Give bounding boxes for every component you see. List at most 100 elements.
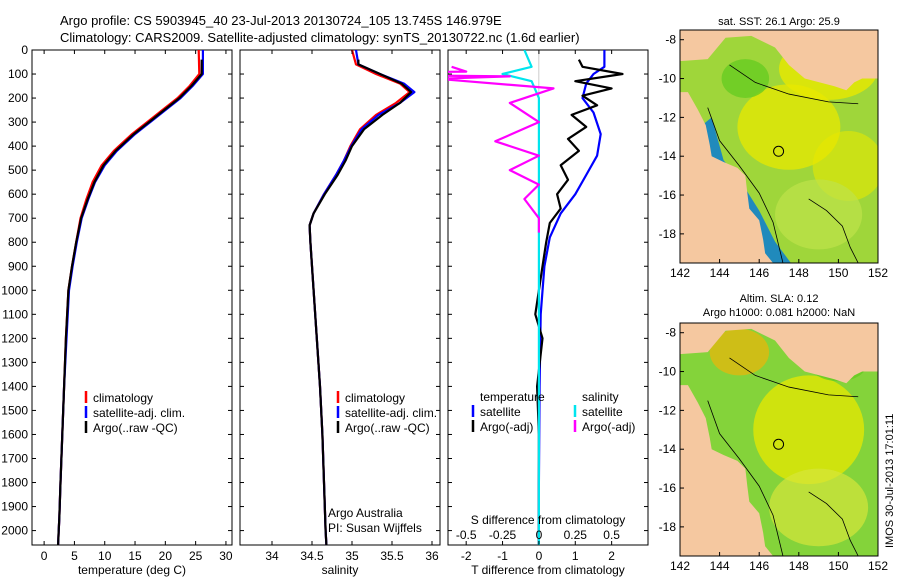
diff-series-s_argo — [448, 65, 555, 233]
sal-legend-label-clim: climatology — [345, 391, 405, 405]
depth-tick-label: 700 — [8, 211, 28, 225]
map_sla-contour — [729, 357, 859, 398]
diff-xtick-label: -1 — [497, 549, 508, 563]
diff-series-t_sat — [537, 50, 606, 545]
temp-xtick-label: 15 — [128, 549, 142, 563]
sal-plot — [308, 50, 416, 545]
temp-series-clim — [57, 50, 201, 545]
map_sst-field-blob — [775, 179, 863, 250]
sal-xtick-label: 35 — [345, 549, 359, 563]
diff-xlabel: T difference from climatology — [471, 563, 625, 577]
map_sst-xtick-label: 142 — [670, 266, 690, 280]
map_sla-field-blob — [709, 328, 770, 376]
depth-tick-label: 1200 — [1, 331, 28, 345]
map_sst-ytick-label: -16 — [659, 188, 677, 202]
temp-xtick-label: 5 — [71, 549, 78, 563]
header-line1: Argo profile: CS 5903945_40 23-Jul-2013 … — [60, 13, 502, 28]
sal-legend-label-sat: satellite-adj. clim. — [345, 406, 437, 420]
map_sst-ytick-label: -10 — [659, 72, 677, 86]
sal-legend: climatology satellite-adj. clim. Argo(..… — [336, 391, 437, 435]
depth-tick-label: 1700 — [1, 451, 28, 465]
temp-xtick-label: 25 — [189, 549, 203, 563]
depth-tick-label: 1800 — [1, 476, 28, 490]
map_sst-xtick-label: 152 — [868, 266, 888, 280]
diff-legend: temperature salinity satellite Argo(-adj… — [471, 390, 635, 434]
timestamp: IMOS 30-Jul-2013 17:01:11 — [884, 414, 896, 548]
depth-tick-label: 2000 — [1, 524, 28, 538]
map_sla-field-blob — [769, 468, 869, 547]
diff-series-s_sat — [501, 50, 541, 545]
diff-legend-title-sal: salinity — [582, 390, 619, 404]
temp-legend: climatology satellite-adj. clim. Argo(..… — [84, 391, 185, 435]
depth-tick-label: 300 — [8, 115, 28, 129]
map_sst-xtick-label: 148 — [789, 266, 809, 280]
sal-plot-frame — [239, 49, 441, 546]
depth-tick-label: 800 — [8, 235, 28, 249]
map_sst-xtick-label: 150 — [828, 266, 848, 280]
map_sla-xtick-label: 148 — [789, 559, 809, 573]
depth-tick-label: 900 — [8, 259, 28, 273]
map_sla-ytick-label: -14 — [659, 442, 677, 456]
map-sla — [680, 323, 878, 556]
map-sla-title: Altim. SLA: 0.12 — [740, 293, 819, 305]
diff-plot-frame — [447, 49, 649, 546]
depth-tick-label: 1100 — [2, 307, 28, 321]
sal-series-argo — [308, 59, 413, 545]
map_sst-field-blob — [721, 59, 770, 98]
diff-xtick-label: 2 — [608, 549, 615, 563]
depth-tick-label: 1900 — [1, 500, 28, 514]
diff-s-tick-label: -0.25 — [489, 528, 517, 542]
temp-series-argo — [57, 59, 203, 545]
map-sst-title: sat. SST: 26.1 Argo: 25.9 — [718, 16, 840, 28]
map_sla-xtick-label: 142 — [670, 559, 690, 573]
sal-annotation-line2: PI: Susan Wijffels — [328, 521, 422, 535]
temp-series-sat — [57, 50, 204, 545]
temp-xtick-label: 20 — [159, 549, 173, 563]
depth-tick-label: 1500 — [1, 403, 28, 417]
depth-tick-label: 600 — [8, 187, 28, 201]
temp-legend-label-clim: climatology — [93, 391, 153, 405]
depth-tick-label: 400 — [8, 139, 28, 153]
depth-tick-label: 1000 — [1, 283, 28, 297]
temp-xlabel: temperature (deg C) — [78, 563, 186, 577]
diff-plot — [448, 50, 624, 545]
depth-tick-label: 1400 — [1, 379, 28, 393]
map_sla-land-australia — [680, 385, 774, 556]
map_sla-contour — [707, 400, 784, 556]
map_sst-ytick-label: -18 — [659, 227, 677, 241]
diff-legend-label-tsat: satellite — [480, 405, 521, 419]
map_sst-field-blob — [737, 84, 841, 170]
map_sst-contour — [808, 198, 859, 263]
diff-s-tick-label: -0.5 — [456, 528, 477, 542]
diff-xlabel-top: S difference from climatology — [471, 513, 626, 527]
map-sst — [680, 30, 878, 263]
sal-xtick-label: 35.5 — [380, 549, 404, 563]
diff-legend-title-temp: temperature — [480, 390, 545, 404]
temp-plot — [57, 50, 204, 545]
depth-tick-label: 0 — [21, 43, 28, 57]
map_sst-xtick-label: 146 — [749, 266, 769, 280]
map_sla-ytick-label: -10 — [659, 365, 677, 379]
map_sst-contour — [729, 64, 859, 105]
diff-s-tick-label: 0.5 — [603, 528, 620, 542]
map_sla-field-blob — [753, 375, 865, 485]
sal-series-sat — [308, 50, 416, 545]
axes: 0100200300400500600700800900100011001200… — [1, 43, 648, 563]
diff-xtick-label: 1 — [572, 549, 579, 563]
temp-xtick-label: 30 — [219, 549, 233, 563]
map_sst-land-australia — [680, 92, 774, 263]
diff-legend-label-sargo: Argo(-adj) — [582, 420, 635, 434]
map-sst-frame — [679, 29, 879, 264]
depth-tick-label: 1600 — [1, 427, 28, 441]
diff-s-tick-label: 0.25 — [564, 528, 588, 542]
temp-legend-label-argo: Argo(..raw -QC) — [93, 421, 178, 435]
map_sst-ytick-label: -8 — [665, 33, 676, 47]
map_sla-ytick-label: -8 — [665, 326, 676, 340]
map_sla-xtick-label: 146 — [749, 559, 769, 573]
temp-xtick-label: 0 — [41, 549, 48, 563]
diff-legend-label-ssat: satellite — [582, 405, 623, 419]
map_sla-contour — [808, 491, 859, 556]
map_sla-profile-marker — [773, 438, 785, 450]
depth-tick-label: 100 — [8, 67, 28, 81]
